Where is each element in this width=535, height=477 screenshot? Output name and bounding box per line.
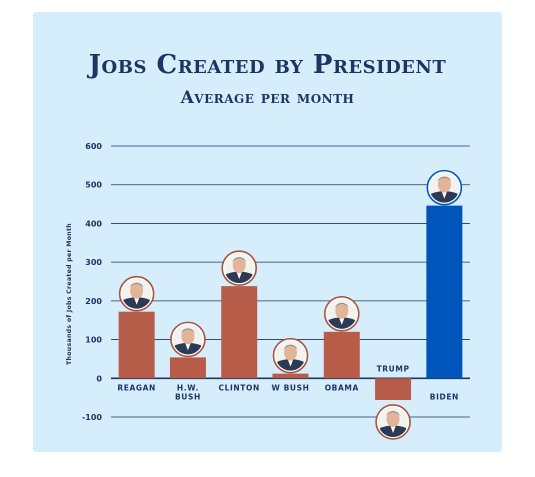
hw-bush-portrait-icon — [170, 321, 206, 358]
category-label: BIDEN — [430, 392, 459, 401]
bar-chart: 600 500 400 300 200 100 0 -100 REAGAN H.W. BUSH CL… — [66, 142, 470, 440]
y-tick-label: 0 — [96, 374, 102, 383]
chart-card: Jobs Created by President Average per mo… — [33, 12, 502, 452]
reagan-portrait-icon — [118, 275, 155, 312]
y-tick-label: 100 — [85, 336, 102, 345]
category-label: REAGAN — [117, 383, 156, 392]
y-tick-label: 500 — [85, 181, 102, 190]
portraits — [118, 169, 463, 440]
chart-subtitle: Average per month — [180, 88, 355, 108]
category-label: TRUMP — [377, 364, 410, 373]
trump-portrait-icon — [375, 404, 411, 440]
bar-trump — [375, 378, 412, 400]
bar-w-bush — [272, 373, 309, 379]
bar-clinton — [221, 286, 258, 379]
labels: REAGAN H.W. BUSH CLINTON W BUSH OBAMA TRUMP BID… — [117, 364, 459, 401]
clinton-portrait-icon — [221, 250, 258, 286]
y-tick-label: 200 — [85, 297, 102, 306]
bar-h-w-bush — [169, 357, 206, 379]
chart-title: Jobs Created by President — [88, 50, 447, 80]
y-tick-label: 400 — [85, 219, 102, 228]
category-label: W BUSH — [272, 383, 310, 392]
bar-obama — [323, 331, 360, 379]
y-tick-label: 300 — [85, 258, 102, 267]
biden-portrait-icon — [426, 169, 463, 206]
w-bush-portrait-icon — [272, 337, 309, 374]
obama-portrait-icon — [323, 296, 360, 332]
category-label: CLINTON — [219, 383, 260, 392]
bar-biden — [426, 205, 463, 379]
y-tick-label: 600 — [85, 142, 102, 151]
bars — [118, 205, 463, 400]
y-tick-label: -100 — [82, 413, 102, 422]
bar-reagan — [118, 311, 155, 379]
category-label: OBAMA — [325, 383, 359, 392]
y-axis-label: Thousands of Jobs Created per Month — [66, 223, 73, 365]
category-label: H.W. BUSH — [175, 383, 201, 401]
